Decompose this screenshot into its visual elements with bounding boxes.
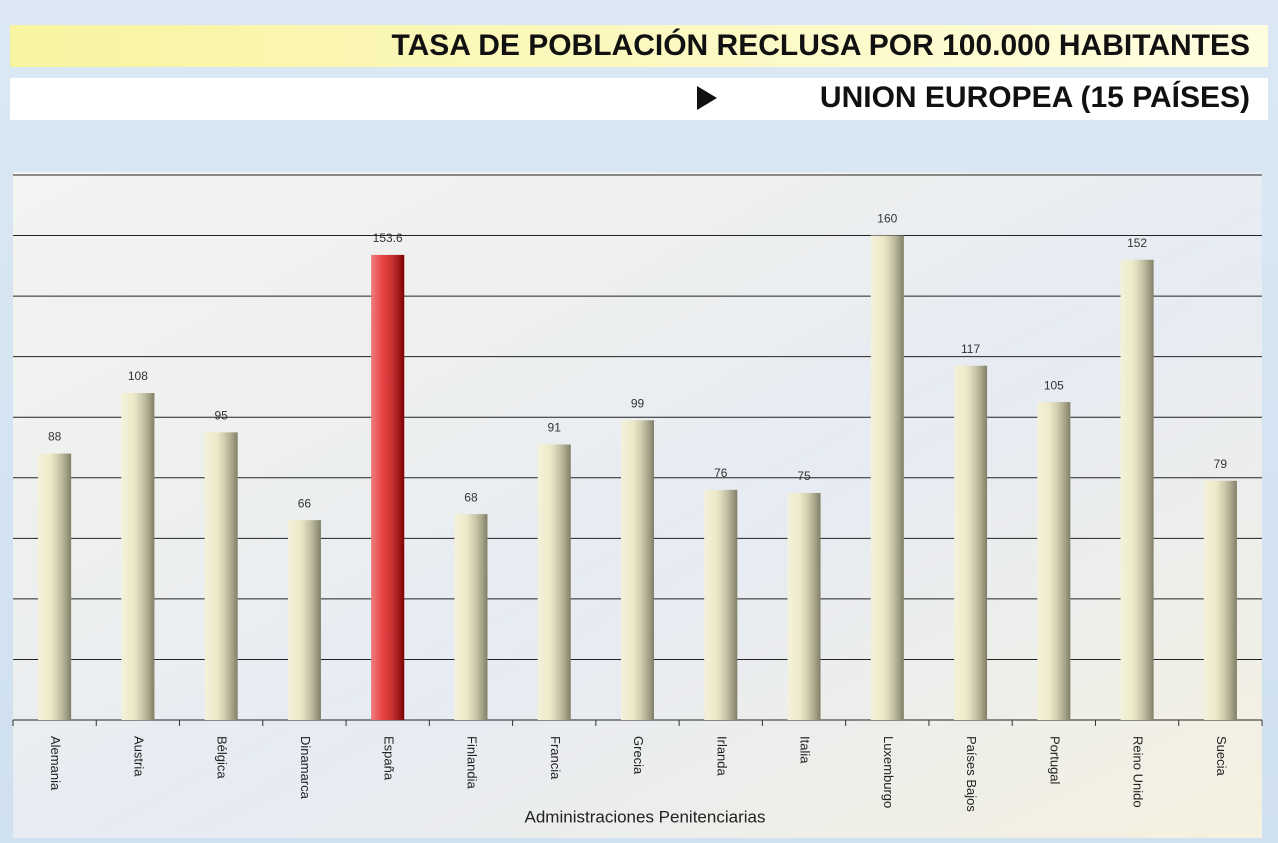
bar-shade bbox=[204, 432, 238, 720]
bar-shade bbox=[1203, 480, 1237, 720]
value-label: 108 bbox=[128, 369, 148, 383]
subtitle-band bbox=[10, 78, 1268, 120]
value-label: 152 bbox=[1127, 236, 1147, 250]
value-label: 153.6 bbox=[373, 231, 403, 245]
bar-shade bbox=[870, 235, 904, 721]
x-tick-label: Bélgica bbox=[215, 736, 230, 779]
value-label: 160 bbox=[877, 212, 897, 226]
bar-shade bbox=[621, 420, 654, 720]
x-tick-label: España bbox=[381, 736, 396, 781]
value-label: 105 bbox=[1044, 378, 1064, 392]
x-tick-label: Grecia bbox=[631, 736, 646, 775]
x-tick-label: Irlanda bbox=[714, 736, 729, 777]
value-label: 66 bbox=[298, 496, 312, 510]
x-tick-label: Reino Unido bbox=[1131, 736, 1146, 808]
value-label: 68 bbox=[464, 490, 478, 504]
x-tick-label: Francia bbox=[548, 736, 563, 780]
value-label: 88 bbox=[48, 430, 62, 444]
x-tick-label: Dinamarca bbox=[298, 736, 313, 800]
x-tick-label: Luxemburgo bbox=[881, 736, 896, 808]
x-tick-label: Austria bbox=[131, 736, 146, 777]
bar-shade bbox=[954, 365, 988, 720]
value-label: 99 bbox=[631, 396, 645, 410]
x-axis-title: Administraciones Penitenciarias bbox=[525, 807, 766, 826]
title-band bbox=[10, 25, 1268, 67]
value-label: 76 bbox=[714, 466, 728, 480]
x-tick-label: Italia bbox=[798, 736, 813, 764]
bar-shade bbox=[1037, 402, 1071, 720]
bar-shade bbox=[287, 520, 321, 720]
chart-title: TASA DE POBLACIÓN RECLUSA POR 100.000 HA… bbox=[392, 28, 1250, 62]
bar-shade bbox=[454, 514, 488, 720]
x-tick-label: Alemania bbox=[48, 736, 63, 791]
bar-shade bbox=[38, 453, 72, 720]
x-tick-label: Países Bajos bbox=[964, 736, 979, 812]
bar-shade bbox=[537, 444, 571, 720]
bar-shade bbox=[787, 492, 821, 720]
value-label: 79 bbox=[1214, 457, 1228, 471]
bar-shade bbox=[1120, 259, 1154, 720]
value-label: 75 bbox=[797, 469, 811, 483]
subtitle-arrow bbox=[697, 86, 717, 110]
value-label: 91 bbox=[548, 421, 562, 435]
value-label: 117 bbox=[961, 342, 980, 356]
bar-shade bbox=[121, 393, 155, 720]
bar-shade bbox=[704, 489, 738, 720]
chart-subtitle: UNION EUROPEA (15 PAÍSES) bbox=[820, 80, 1250, 114]
value-label: 95 bbox=[214, 409, 228, 423]
x-tick-label: Portugal bbox=[1047, 736, 1062, 785]
bar-shade bbox=[371, 254, 405, 720]
x-tick-label: Finlandia bbox=[465, 736, 480, 790]
x-tick-label: Suecia bbox=[1214, 736, 1229, 777]
